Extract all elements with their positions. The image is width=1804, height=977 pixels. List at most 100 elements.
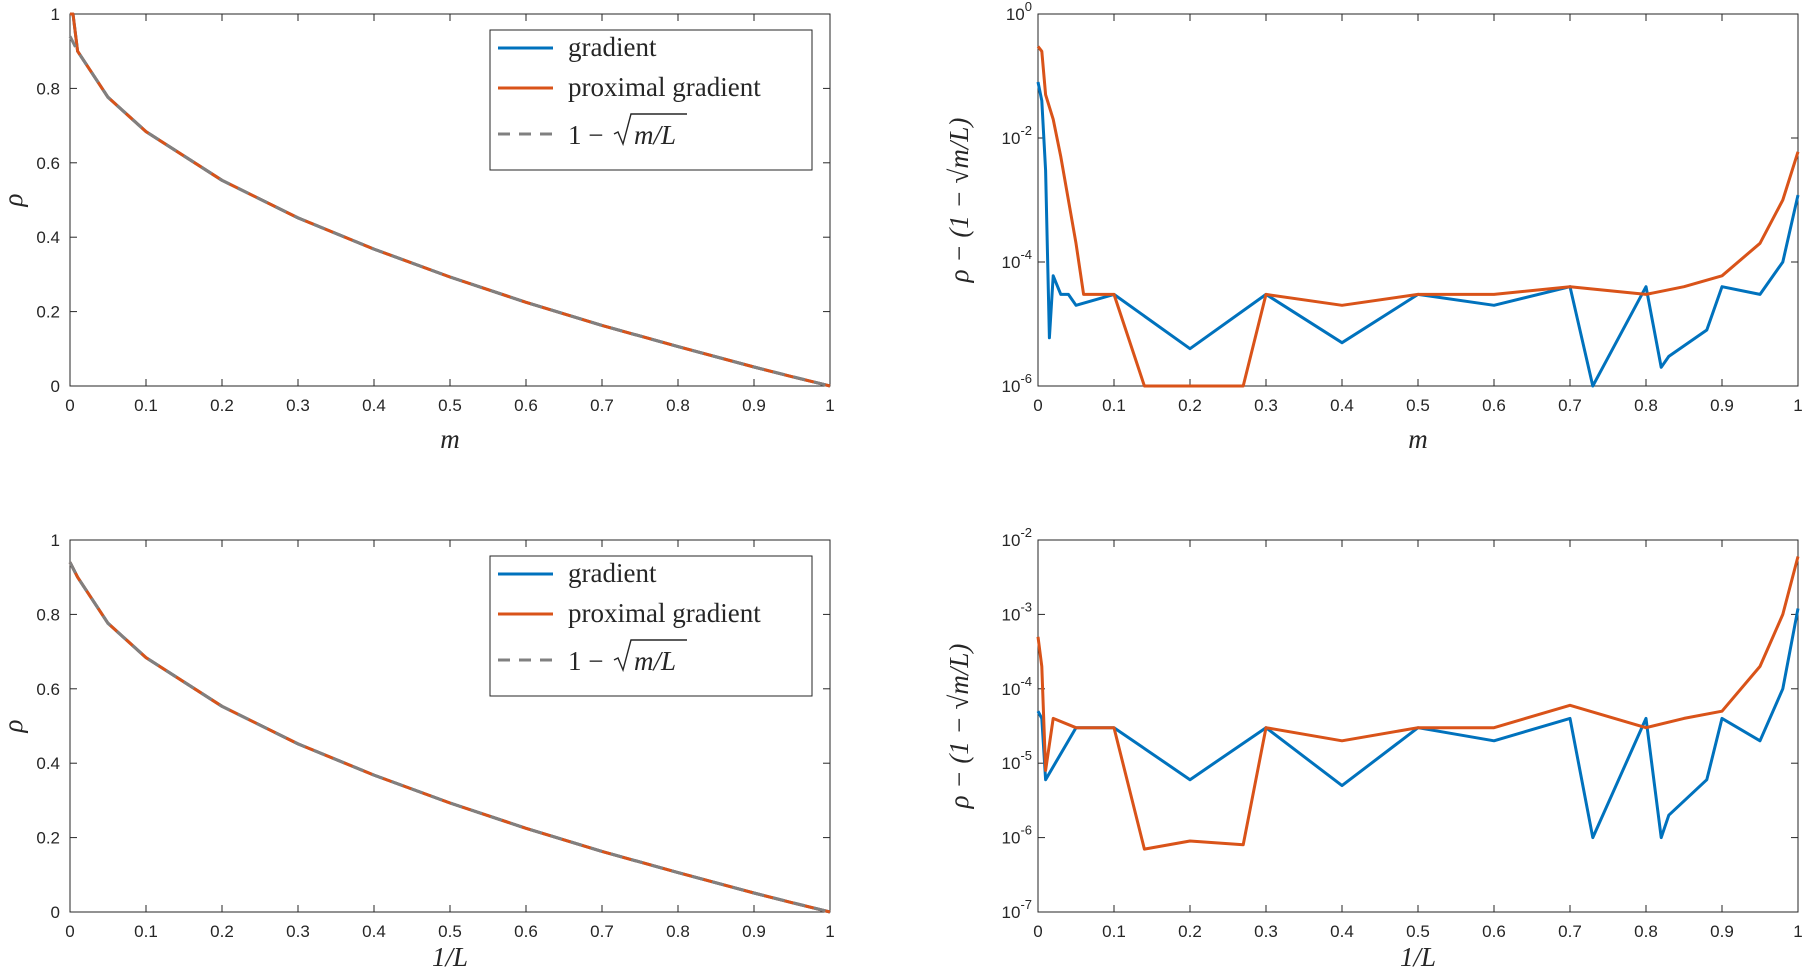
x-axis-label: 1/L <box>432 942 468 972</box>
x-tick-label: 0.1 <box>1102 922 1126 941</box>
legend: gradient proximal gradient 1 − m/L <box>489 29 813 171</box>
x-tick-label: 0.7 <box>590 396 614 415</box>
x-tick-label: 0.6 <box>514 922 538 941</box>
x-tick-label: 0 <box>1033 396 1042 415</box>
x-tick-label: 0.8 <box>1634 396 1658 415</box>
x-tick-label: 0.8 <box>666 396 690 415</box>
y-tick-label: 0 <box>51 903 60 922</box>
x-tick-label: 0.8 <box>1634 922 1658 941</box>
series-line-gradient <box>1036 608 1800 840</box>
chart-panel-bottom-right: 0 0.1 0.2 0.3 0.4 0.5 0.6 0.7 0.8 0.9 1 10-7 10-6 10-… <box>944 525 1803 972</box>
svg-text:m/L: m/L <box>634 646 676 676</box>
x-tick-label: 0.2 <box>1178 922 1202 941</box>
x-tick-label: 0.3 <box>286 396 310 415</box>
svg-text:1 −: 1 − <box>568 646 603 676</box>
x-tick-label: 0.9 <box>1710 396 1734 415</box>
y-axis-label: ρ − (1 − √m/L) <box>944 644 974 810</box>
legend-label: gradient <box>568 32 657 62</box>
x-tick-label: 0.2 <box>210 922 234 941</box>
x-tick-label: 0.4 <box>1330 396 1354 415</box>
x-tick-label: 0 <box>65 922 74 941</box>
y-tick-label: 0.6 <box>36 154 60 173</box>
x-axis-label: m <box>440 424 460 454</box>
x-axis-label: m <box>1408 424 1428 454</box>
y-tick-label: 10-3 <box>1002 599 1032 624</box>
x-tick-label: 0.6 <box>1482 922 1506 941</box>
x-tick-label: 0.1 <box>134 922 158 941</box>
y-tick-label: 1 <box>51 5 60 24</box>
y-tick-label: 1 <box>51 531 60 550</box>
y-tick-label: 0.2 <box>36 829 60 848</box>
x-tick-label: 0.5 <box>438 396 462 415</box>
legend-label: 1 − m/L <box>568 113 687 150</box>
x-tick-label: 1 <box>1793 396 1802 415</box>
x-tick-label: 1 <box>1793 922 1802 941</box>
x-tick-label: 0.3 <box>286 922 310 941</box>
x-tick-label: 0.6 <box>1482 396 1506 415</box>
axes-box <box>1037 539 1799 913</box>
legend-label: proximal gradient <box>568 598 761 628</box>
x-tick-label: 0.9 <box>1710 922 1734 941</box>
y-tick-label: 10-7 <box>1002 897 1032 922</box>
series-line-m-l <box>68 561 831 914</box>
x-tick-label: 0.1 <box>1102 396 1126 415</box>
chart-panel-top-right: 0 0.1 0.2 0.3 0.4 0.5 0.6 0.7 0.8 0.9 1 10-6 10-4 10-… <box>944 0 1803 454</box>
x-tick-label: 0.9 <box>742 396 766 415</box>
x-tick-label: 0.7 <box>1558 922 1582 941</box>
x-tick-label: 0.9 <box>742 922 766 941</box>
series-line-proximal-gradient <box>1036 45 1800 388</box>
legend: gradient proximal gradient 1 − m/L <box>489 555 813 697</box>
y-tick-label: 0.4 <box>36 754 60 773</box>
x-tick-label: 0.1 <box>134 396 158 415</box>
x-tick-label: 0.6 <box>514 396 538 415</box>
x-tick-label: 0.7 <box>1558 396 1582 415</box>
x-tick-label: 0.2 <box>1178 396 1202 415</box>
legend-label: 1 − m/L <box>568 639 687 676</box>
svg-text:1 −: 1 − <box>568 120 603 150</box>
x-axis-label: 1/L <box>1400 942 1436 972</box>
chart-panel-bottom-left: 0 0.1 0.2 0.3 0.4 0.5 0.6 0.7 0.8 0.9 1 0 0.2 0.4 0.6 0… <box>0 531 835 972</box>
x-tick-label: 0 <box>1033 922 1042 941</box>
x-tick-label: 1 <box>825 922 834 941</box>
x-tick-label: 0 <box>65 396 74 415</box>
x-tick-label: 0.4 <box>362 922 386 941</box>
axes-box <box>1037 13 1799 387</box>
legend-label: gradient <box>568 558 657 588</box>
legend-box <box>489 29 813 171</box>
x-tick-label: 0.7 <box>590 922 614 941</box>
y-tick-label: 10-2 <box>1002 525 1032 550</box>
x-tick-label: 1 <box>825 396 834 415</box>
y-tick-label: 0.4 <box>36 228 60 247</box>
y-axis-label: ρ <box>0 719 28 733</box>
x-tick-label: 0.5 <box>1406 922 1430 941</box>
chart-panel-top-left: 0 0.1 0.2 0.3 0.4 0.5 0.6 0.7 0.8 0.9 1 0 0.2 0.4 0.6 0… <box>0 5 835 454</box>
y-tick-label: 10-2 <box>1002 123 1032 148</box>
x-tick-label: 0.5 <box>438 922 462 941</box>
y-axis-label: ρ <box>0 193 28 207</box>
x-tick-label: 0.2 <box>210 396 234 415</box>
series-line-m-l <box>68 35 831 388</box>
x-tick-label: 0.4 <box>1330 922 1354 941</box>
y-axis-label: ρ − (1 − √m/L) <box>944 118 974 284</box>
y-tick-label: 10-4 <box>1002 247 1032 272</box>
x-tick-label: 0.8 <box>666 922 690 941</box>
y-tick-label: 0 <box>51 377 60 396</box>
y-tick-label: 0.8 <box>36 605 60 624</box>
y-tick-label: 10-4 <box>1002 674 1032 699</box>
legend-label: proximal gradient <box>568 72 761 102</box>
y-tick-label: 0.8 <box>36 79 60 98</box>
legend-box <box>489 555 813 697</box>
y-tick-label: 0.2 <box>36 303 60 322</box>
y-tick-label: 0.6 <box>36 680 60 699</box>
x-tick-label: 0.3 <box>1254 396 1278 415</box>
x-tick-label: 0.4 <box>362 396 386 415</box>
y-tick-label: 10-5 <box>1002 748 1032 773</box>
series-line-gradient <box>1036 81 1800 388</box>
x-tick-label: 0.3 <box>1254 922 1278 941</box>
x-tick-label: 0.5 <box>1406 396 1430 415</box>
svg-text:m/L: m/L <box>634 120 676 150</box>
y-tick-label: 10-6 <box>1002 371 1032 396</box>
y-tick-label: 10-6 <box>1002 823 1032 848</box>
series-line-proximal-gradient <box>1036 556 1800 851</box>
